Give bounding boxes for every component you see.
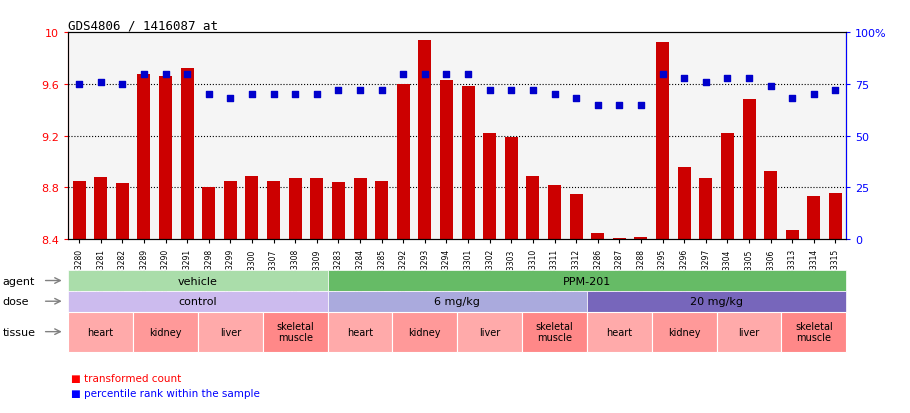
Point bbox=[180, 71, 195, 78]
Bar bbox=[397, 85, 410, 240]
Point bbox=[504, 88, 519, 94]
Text: skeletal
muscle: skeletal muscle bbox=[277, 321, 314, 343]
Bar bbox=[73, 181, 86, 240]
Text: ■ transformed count: ■ transformed count bbox=[71, 373, 181, 383]
Point bbox=[633, 102, 648, 109]
Point bbox=[482, 88, 497, 94]
Text: control: control bbox=[178, 297, 217, 306]
Bar bbox=[137, 74, 150, 240]
Bar bbox=[461, 87, 475, 240]
Point bbox=[806, 92, 821, 98]
Text: heart: heart bbox=[606, 327, 632, 337]
Text: kidney: kidney bbox=[668, 327, 701, 337]
Text: dose: dose bbox=[3, 297, 29, 306]
Bar bbox=[95, 178, 107, 240]
Text: kidney: kidney bbox=[409, 327, 441, 337]
Point bbox=[440, 71, 454, 78]
Point bbox=[418, 71, 432, 78]
Text: heart: heart bbox=[347, 327, 373, 337]
Point bbox=[677, 75, 692, 82]
Text: vehicle: vehicle bbox=[178, 276, 217, 286]
Point bbox=[136, 71, 151, 78]
Point bbox=[460, 71, 475, 78]
Bar bbox=[592, 233, 604, 240]
Text: heart: heart bbox=[87, 327, 114, 337]
Text: agent: agent bbox=[3, 276, 35, 286]
Bar bbox=[678, 167, 691, 240]
Text: liver: liver bbox=[479, 327, 501, 337]
Text: kidney: kidney bbox=[149, 327, 182, 337]
Bar bbox=[159, 77, 172, 240]
Point bbox=[331, 88, 346, 94]
Text: ■ percentile rank within the sample: ■ percentile rank within the sample bbox=[71, 388, 260, 398]
Text: tissue: tissue bbox=[3, 327, 35, 337]
Bar bbox=[202, 188, 216, 240]
Bar bbox=[310, 179, 323, 240]
Bar bbox=[483, 134, 496, 240]
Point bbox=[94, 79, 108, 86]
Point bbox=[785, 96, 800, 102]
Bar bbox=[612, 238, 626, 240]
Bar bbox=[570, 195, 582, 240]
Bar bbox=[224, 181, 237, 240]
Point bbox=[374, 88, 389, 94]
Bar bbox=[505, 138, 518, 240]
Text: liver: liver bbox=[738, 327, 760, 337]
Text: skeletal
muscle: skeletal muscle bbox=[536, 321, 573, 343]
Point bbox=[396, 71, 410, 78]
Point bbox=[569, 96, 583, 102]
Bar bbox=[353, 179, 367, 240]
Bar bbox=[634, 237, 647, 240]
Point bbox=[72, 81, 86, 88]
Point bbox=[526, 88, 541, 94]
Text: PPM-201: PPM-201 bbox=[562, 276, 612, 286]
Bar bbox=[180, 69, 194, 240]
Bar bbox=[764, 171, 777, 240]
Point bbox=[223, 96, 238, 102]
Bar bbox=[288, 179, 301, 240]
Bar bbox=[419, 41, 431, 240]
Bar bbox=[548, 185, 561, 240]
Text: 6 mg/kg: 6 mg/kg bbox=[434, 297, 480, 306]
Bar bbox=[807, 197, 821, 240]
Point bbox=[115, 81, 129, 88]
Point bbox=[245, 92, 259, 98]
Point bbox=[699, 79, 713, 86]
Bar bbox=[268, 181, 280, 240]
Bar bbox=[440, 81, 453, 240]
Point bbox=[828, 88, 843, 94]
Point bbox=[763, 83, 778, 90]
Text: 20 mg/kg: 20 mg/kg bbox=[690, 297, 743, 306]
Bar bbox=[116, 184, 129, 240]
Text: skeletal
muscle: skeletal muscle bbox=[795, 321, 833, 343]
Bar bbox=[743, 100, 755, 240]
Point bbox=[353, 88, 368, 94]
Bar bbox=[699, 179, 713, 240]
Point bbox=[201, 92, 216, 98]
Point bbox=[720, 75, 734, 82]
Bar bbox=[375, 181, 388, 240]
Text: liver: liver bbox=[219, 327, 241, 337]
Bar bbox=[526, 176, 540, 240]
Point bbox=[547, 92, 561, 98]
Bar bbox=[785, 230, 799, 240]
Point bbox=[612, 102, 627, 109]
Point bbox=[267, 92, 281, 98]
Bar bbox=[246, 176, 258, 240]
Bar bbox=[829, 193, 842, 240]
Point bbox=[309, 92, 324, 98]
Point bbox=[655, 71, 670, 78]
Bar bbox=[721, 134, 733, 240]
Point bbox=[591, 102, 605, 109]
Text: GDS4806 / 1416087_at: GDS4806 / 1416087_at bbox=[68, 19, 218, 31]
Bar bbox=[332, 183, 345, 240]
Point bbox=[158, 71, 173, 78]
Bar bbox=[656, 43, 669, 240]
Point bbox=[288, 92, 302, 98]
Point bbox=[742, 75, 756, 82]
